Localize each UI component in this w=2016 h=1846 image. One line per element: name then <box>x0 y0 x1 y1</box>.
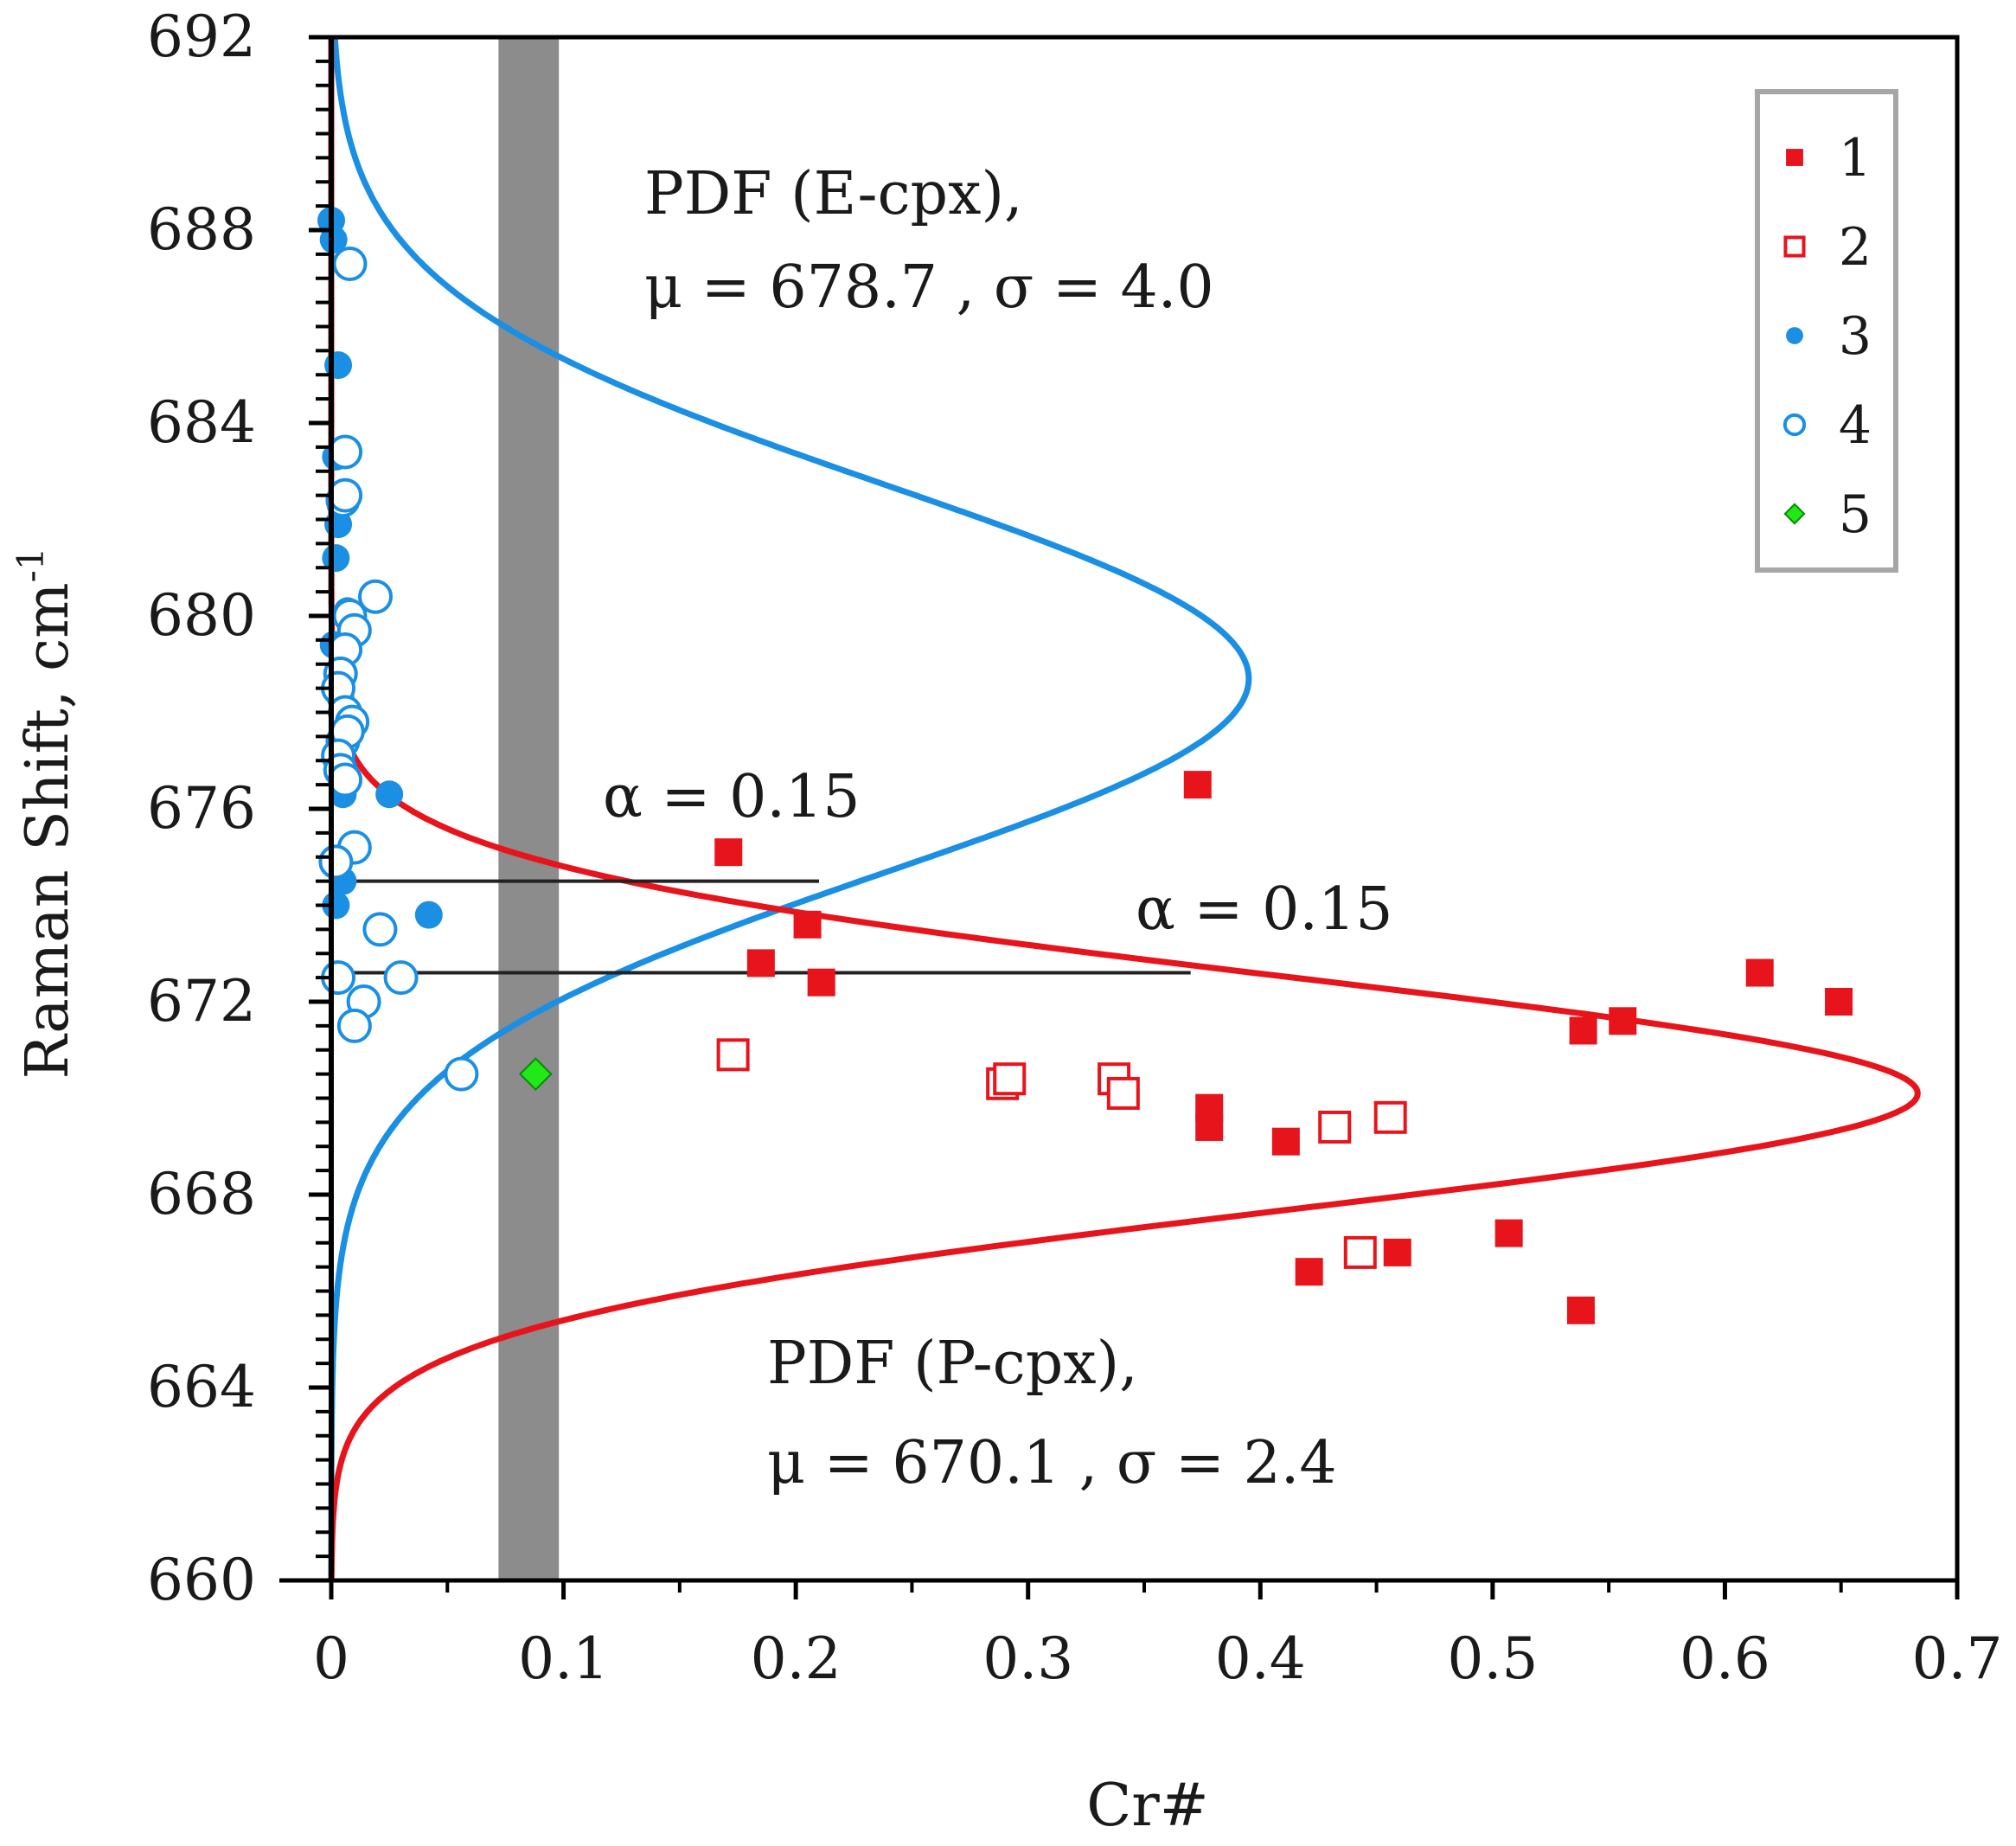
data-point-series-1-2 <box>714 838 743 867</box>
legend-label-1: 1 <box>1839 128 1872 189</box>
data-point-series-1-4 <box>746 949 775 977</box>
data-point-series-2-1 <box>716 1038 750 1072</box>
annotation-pdf-e-line2: μ = 678.7 , σ = 4.0 <box>644 253 1214 322</box>
legend-marker-1 <box>1786 149 1803 166</box>
legend-label-5: 5 <box>1839 484 1872 545</box>
y-tick-label-672: 672 <box>147 968 256 1035</box>
data-point-series-3-15 <box>414 901 443 929</box>
shaded-band-layer <box>498 37 560 1580</box>
y-tick-label-668: 668 <box>147 1161 256 1227</box>
data-point-series-4-25 <box>444 1056 479 1092</box>
y-axis-title-main: Raman Shift, cm <box>14 582 82 1079</box>
data-point-series-1-16 <box>1566 1296 1595 1324</box>
annotation-alpha-upper: α = 0.15 <box>603 763 861 831</box>
y-axis-title-superscript: -1 <box>10 547 52 582</box>
data-point-series-1-5 <box>807 968 835 997</box>
data-point-series-1-8 <box>1271 1127 1300 1156</box>
shaded-band <box>498 37 560 1580</box>
legend-marker-4 <box>1782 413 1807 437</box>
legend-marker-3 <box>1786 327 1803 344</box>
y-tick-label-664: 664 <box>147 1354 256 1420</box>
data-point-series-4-23 <box>383 960 419 996</box>
data-point-series-1-9 <box>1569 1016 1597 1045</box>
data-point-series-4-17 <box>328 762 363 798</box>
data-point-series-2-8 <box>1343 1235 1377 1269</box>
x-tick-label-0.7: 0.7 <box>1912 1625 2003 1692</box>
data-point-series-1-3 <box>793 910 822 939</box>
data-point-series-4-2 <box>328 434 363 470</box>
annotation-alpha-lower: α = 0.15 <box>1136 875 1393 944</box>
y-tick-label-692: 692 <box>147 3 256 70</box>
data-point-series-4-5 <box>358 579 394 614</box>
data-point-series-1-10 <box>1609 1007 1637 1035</box>
x-tick-label-0.6: 0.6 <box>1680 1625 1770 1692</box>
legend-marker-5 <box>1783 503 1806 525</box>
y-tick-label-660: 660 <box>147 1547 256 1613</box>
x-tick-label-0.4: 0.4 <box>1215 1625 1306 1692</box>
annotation-pdf-p-line2: μ = 670.1 , σ = 2.4 <box>767 1429 1337 1497</box>
legend-marker-2 <box>1783 235 1806 258</box>
y-axis-title: Raman Shift, cm-1 <box>10 547 82 1079</box>
data-point-series-2-7 <box>1373 1100 1407 1134</box>
data-point-series-2-5 <box>1106 1076 1140 1110</box>
data-point-series-1-11 <box>1745 958 1774 987</box>
annotation-pdf-e-line1: PDF (E-cpx), <box>644 160 1023 228</box>
data-point-series-4-24 <box>336 1008 372 1043</box>
data-point-series-4-20 <box>362 912 398 947</box>
data-point-series-4-1 <box>332 247 368 282</box>
y-tick-label-676: 676 <box>147 775 256 842</box>
data-point-series-1-12 <box>1825 988 1853 1016</box>
data-point-series-1-7 <box>1195 1112 1224 1141</box>
data-point-series-2-6 <box>1318 1110 1352 1144</box>
x-tick-label-0.1: 0.1 <box>518 1625 609 1692</box>
legend-label-3: 3 <box>1839 306 1872 367</box>
x-tick-label-0.3: 0.3 <box>982 1625 1073 1692</box>
data-point-series-5-1 <box>518 1057 553 1092</box>
annotation-pdf-p-line1: PDF (P-cpx), <box>767 1330 1138 1398</box>
y-tick-label-680: 680 <box>147 582 256 649</box>
legend-label-4: 4 <box>1839 395 1872 456</box>
y-tick-label-688: 688 <box>147 196 256 263</box>
legend: 1 2 3 4 5 <box>1755 89 1898 573</box>
data-point-series-2-3 <box>993 1062 1027 1096</box>
data-point-series-3-12 <box>375 780 404 809</box>
data-point-series-1-15 <box>1383 1238 1411 1266</box>
data-point-series-1-13 <box>1494 1219 1523 1247</box>
legend-items: 1 2 3 4 5 <box>1782 128 1872 545</box>
data-point-series-4-4 <box>328 478 363 513</box>
x-axis-title: Cr# <box>1086 1772 1209 1840</box>
data-point-series-1-1 <box>1183 771 1212 799</box>
x-tick-label-0.5: 0.5 <box>1447 1625 1538 1692</box>
axis-layer: 660 664 668 672 676 680 684 688 692 0 0.1 0.2 0.3 0.4… <box>147 3 2002 1692</box>
pdf-curve-e-cpx <box>328 36 1252 1581</box>
y-tick-label-684: 684 <box>147 389 256 456</box>
data-point-series-1-14 <box>1295 1258 1323 1286</box>
x-tick-label-0.2: 0.2 <box>751 1625 842 1692</box>
legend-frame <box>1755 89 1898 573</box>
x-tick-label-0: 0 <box>313 1625 349 1692</box>
legend-label-2: 2 <box>1839 217 1872 278</box>
data-point-series-4-19 <box>318 844 354 880</box>
